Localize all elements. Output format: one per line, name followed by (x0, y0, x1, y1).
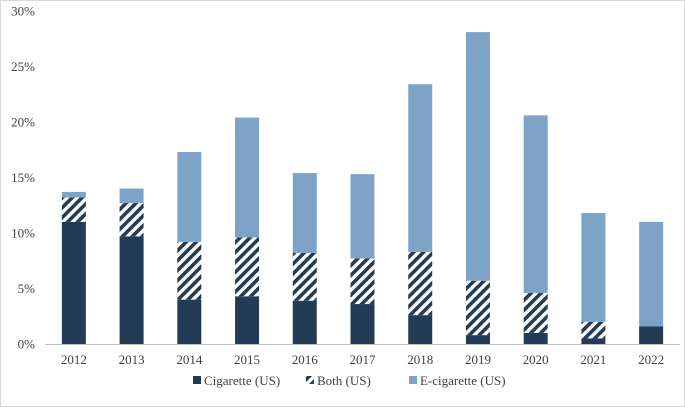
bar-segment-both-2013 (119, 203, 144, 237)
bar-segment-e-cigarette-2020 (523, 115, 548, 293)
bar-segment-both-2019 (465, 280, 490, 336)
bars (61, 32, 664, 344)
bar-segment-cigarette-2018 (408, 315, 433, 344)
y-tick-label: 30% (11, 4, 35, 19)
legend-label-both: Both (US) (317, 373, 371, 388)
bar-segment-e-cigarette-2017 (350, 174, 375, 259)
bar-segment-e-cigarette-2019 (465, 32, 490, 281)
bar-segment-cigarette-2014 (177, 299, 202, 344)
x-tick-label: 2014 (176, 352, 203, 367)
bar-segment-both-2016 (292, 252, 317, 301)
bar-segment-e-cigarette-2018 (408, 84, 433, 252)
bar-segment-e-cigarette-2012 (61, 191, 86, 198)
legend-swatch-cigarette (193, 376, 201, 384)
bar-segment-e-cigarette-2016 (292, 173, 317, 253)
legend: Cigarette (US) Both (US) E-cigarette (US) (193, 373, 506, 388)
bar-segment-cigarette-2022 (639, 326, 664, 344)
bar-segment-cigarette-2019 (465, 335, 490, 344)
bar-segment-cigarette-2017 (350, 304, 375, 344)
bar-segment-both-2020 (523, 292, 548, 333)
x-tick-label: 2015 (234, 352, 260, 367)
bar-segment-e-cigarette-2014 (177, 151, 202, 242)
bar-segment-both-2015 (235, 237, 260, 297)
x-tick-label: 2020 (523, 352, 549, 367)
y-tick-label: 25% (11, 59, 35, 74)
x-tick-label: 2013 (119, 352, 145, 367)
y-tick-label: 5% (18, 281, 36, 296)
x-tick-label: 2017 (350, 352, 377, 367)
x-tick-label: 2016 (292, 352, 319, 367)
x-tick-label: 2018 (407, 352, 433, 367)
bar-segment-both-2018 (408, 251, 433, 316)
legend-label-e-cigarette: E-cigarette (US) (420, 373, 506, 388)
legend-swatch-e-cigarette (409, 376, 417, 384)
bar-segment-e-cigarette-2015 (235, 117, 260, 238)
bar-segment-both-2021 (581, 321, 606, 339)
bar-segment-cigarette-2015 (235, 296, 260, 344)
x-tick-label: 2022 (638, 352, 664, 367)
bar-segment-e-cigarette-2022 (639, 221, 664, 327)
x-tick-label: 2021 (580, 352, 606, 367)
bar-segment-cigarette-2016 (292, 300, 317, 344)
y-axis: 0% 5% 10% 15% 20% 25% 30% (11, 4, 35, 352)
y-tick-label: 15% (11, 170, 35, 185)
x-axis: 2012 2013 2014 2015 2016 2017 2018 2019 2020 2021… (45, 344, 680, 367)
bar-segment-cigarette-2013 (119, 236, 144, 344)
x-tick-label: 2012 (61, 352, 87, 367)
x-tick-label: 2019 (465, 352, 491, 367)
bar-segment-both-2014 (177, 241, 202, 300)
legend-label-cigarette: Cigarette (US) (204, 373, 280, 388)
y-tick-label: 10% (11, 226, 35, 241)
bar-segment-e-cigarette-2013 (119, 188, 144, 204)
bar-segment-e-cigarette-2021 (581, 213, 606, 322)
y-tick-label: 0% (18, 337, 36, 352)
bar-segment-cigarette-2021 (581, 338, 606, 344)
bar-segment-both-2012 (61, 197, 86, 222)
y-tick-label: 20% (11, 115, 35, 130)
legend-swatch-both (306, 376, 314, 384)
bar-segment-cigarette-2020 (523, 332, 548, 344)
bar-segment-cigarette-2012 (61, 221, 86, 344)
bar-segment-both-2017 (350, 258, 375, 305)
